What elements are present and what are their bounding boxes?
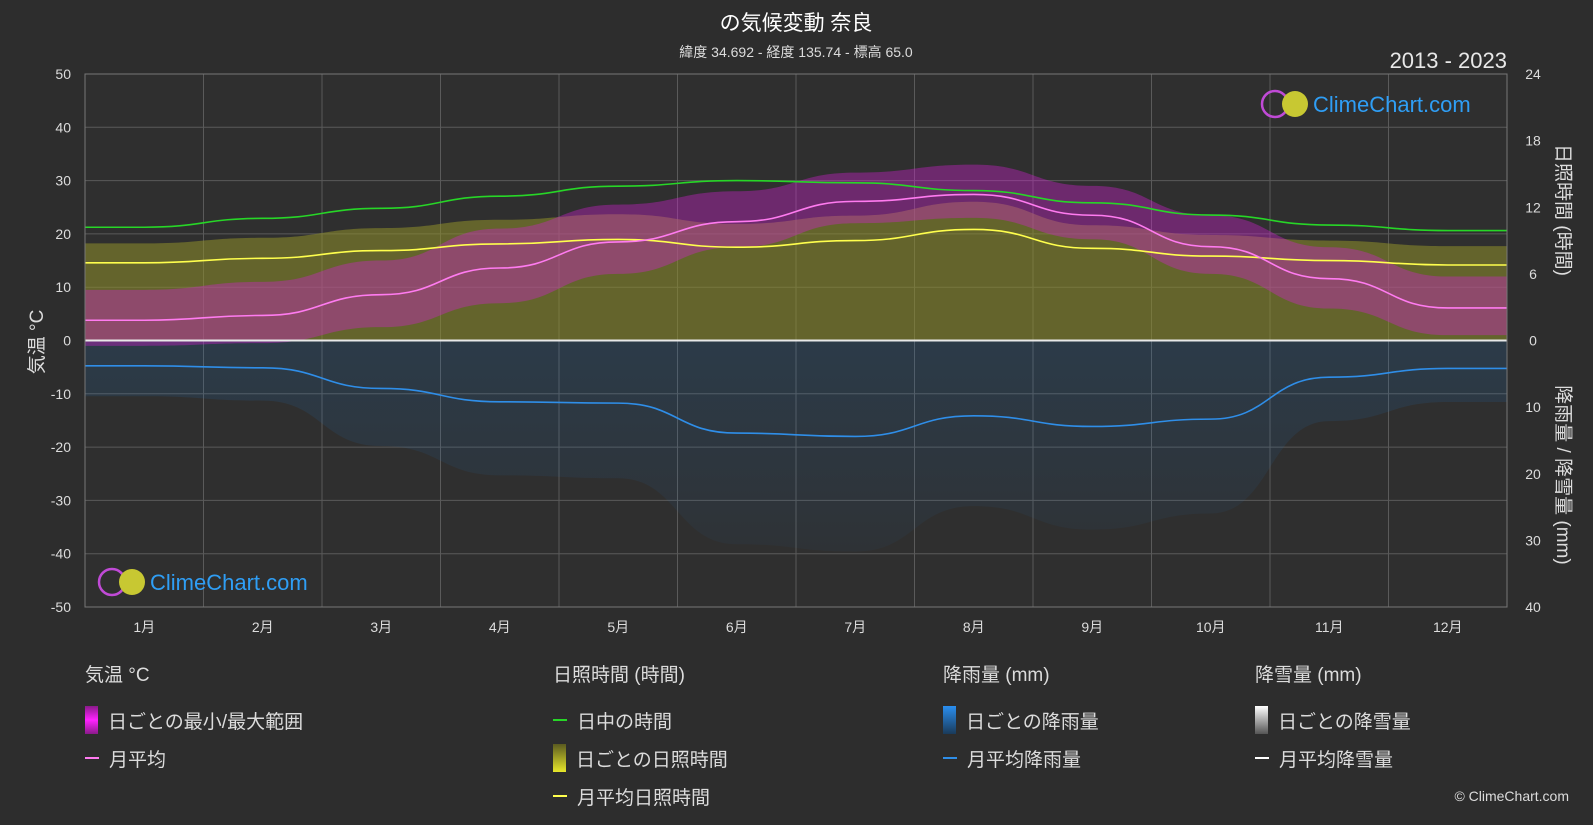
copyright: © ClimeChart.com	[1454, 788, 1569, 804]
y-right-precip-tick-label: 20	[1525, 466, 1541, 482]
y-left-tick-label: 30	[55, 173, 71, 189]
y-left-tick-label: 50	[55, 66, 71, 82]
daylight-swatch	[553, 719, 567, 721]
y-left-tick-label: 20	[55, 226, 71, 242]
y-left-tick-label: 10	[55, 279, 71, 295]
chart-subtitle: 緯度 34.692 - 経度 135.74 - 標高 65.0	[679, 44, 913, 60]
legend-temperature-title: 気温 °C	[85, 665, 150, 686]
y-left-tick-label: -10	[51, 386, 71, 402]
legend-temp-range: 日ごとの最小/最大範囲	[108, 711, 304, 733]
x-tick-label: 8月	[963, 619, 985, 635]
y-left-tick-label: -50	[51, 599, 71, 615]
sunshine-avg-line	[84, 228, 1507, 266]
y-right-precip-tick-label: 40	[1525, 599, 1541, 615]
y-right-hours-tick-label: 12	[1525, 199, 1541, 215]
y-right-hours-tick-label: 18	[1525, 133, 1541, 149]
logo-sun-icon	[119, 569, 145, 595]
y-left-tick-label: -40	[51, 546, 71, 562]
watermark-text-bottom: ClimeChart.com	[150, 570, 308, 595]
y-left-tick-label: 40	[55, 119, 71, 135]
watermark-text-top: ClimeChart.com	[1313, 92, 1471, 117]
daylight-line	[85, 179, 1507, 232]
sunshine-daily-area	[85, 201, 1507, 341]
x-tick-label: 12月	[1433, 619, 1463, 635]
rain-avg-line	[84, 365, 1508, 438]
temp-avg-line	[85, 193, 1507, 322]
x-tick-label: 11月	[1315, 619, 1344, 635]
rain-avg-swatch	[943, 757, 957, 759]
chart-title: の気候変動 奈良	[720, 12, 873, 35]
legend-daylight: 日中の時間	[577, 711, 673, 733]
x-tick-label: 7月	[844, 619, 866, 635]
x-tick-label: 1月	[133, 619, 155, 635]
sunshine-avg-swatch	[553, 795, 567, 797]
legend-temp-avg: 月平均	[109, 749, 167, 771]
sunshine-daily-swatch	[553, 744, 566, 772]
logo-sun-icon	[1282, 91, 1308, 117]
legend-rain: 降雨量 (mm) 日ごとの降雨量 月平均降雨量	[943, 660, 1099, 777]
legend-sunshine-daily: 日ごとの日照時間	[576, 749, 728, 771]
y-right-hours-tick-label: 6	[1529, 266, 1537, 282]
legend-sunshine: 日照時間 (時間) 日中の時間 日ごとの日照時間 月平均日照時間	[553, 660, 728, 815]
rain-daily-swatch	[943, 706, 956, 734]
y-left-label: 気温 °C	[26, 310, 48, 375]
x-tick-label: 6月	[726, 619, 748, 635]
watermark-top: ClimeChart.com	[1260, 89, 1471, 119]
x-tick-label: 4月	[489, 619, 511, 635]
x-tick-label: 2月	[252, 619, 274, 635]
temp-range-band	[85, 164, 1507, 346]
legend-snow-title: 降雪量 (mm)	[1255, 665, 1362, 686]
y-right-hours-tick-label: 0	[1529, 333, 1537, 349]
temp-avg-swatch	[85, 757, 99, 759]
y-right-precip-tick-label: 10	[1525, 399, 1541, 415]
snow-daily-swatch	[1255, 706, 1268, 734]
y-right-top-label: 日照時間 (時間)	[1552, 144, 1574, 276]
y-right-hours-tick-label: 24	[1525, 66, 1541, 82]
x-tick-label: 5月	[607, 619, 629, 635]
legend-sunshine-avg: 月平均日照時間	[577, 787, 711, 809]
plot-border	[84, 73, 1508, 608]
y-left-tick-label: -20	[51, 439, 71, 455]
legend-snow-avg: 月平均降雪量	[1279, 749, 1394, 771]
temp-range-swatch	[85, 706, 98, 734]
x-tick-label: 9月	[1081, 619, 1103, 635]
watermark-bottom: ClimeChart.com	[97, 567, 308, 597]
legend-snow-daily: 日ごとの降雪量	[1278, 711, 1411, 733]
climate-chart: の気候変動 奈良 緯度 34.692 - 経度 135.74 - 標高 65.0…	[26, 12, 1574, 635]
legend-rain-daily: 日ごとの降雨量	[966, 711, 1099, 733]
legend-rain-avg: 月平均降雨量	[967, 749, 1082, 771]
legend-snow: 降雪量 (mm) 日ごとの降雪量 月平均降雪量	[1255, 660, 1411, 777]
rain-daily-area	[85, 340, 1507, 552]
period-label: 2013 - 2023	[1390, 48, 1507, 73]
x-tick-label: 10月	[1196, 619, 1226, 635]
y-right-bottom-label: 降雨量 / 降雪量 (mm)	[1552, 385, 1574, 564]
y-left-tick-label: -30	[51, 492, 71, 508]
y-right-precip-tick-label: 30	[1525, 532, 1541, 548]
y-left-tick-label: 0	[63, 333, 71, 349]
x-tick-label: 3月	[370, 619, 392, 635]
legend-temperature: 気温 °C 日ごとの最小/最大範囲 月平均	[85, 660, 303, 777]
snow-avg-swatch	[1255, 757, 1269, 759]
legend-rain-title: 降雨量 (mm)	[943, 665, 1050, 686]
legend-sunshine-title: 日照時間 (時間)	[553, 665, 685, 686]
